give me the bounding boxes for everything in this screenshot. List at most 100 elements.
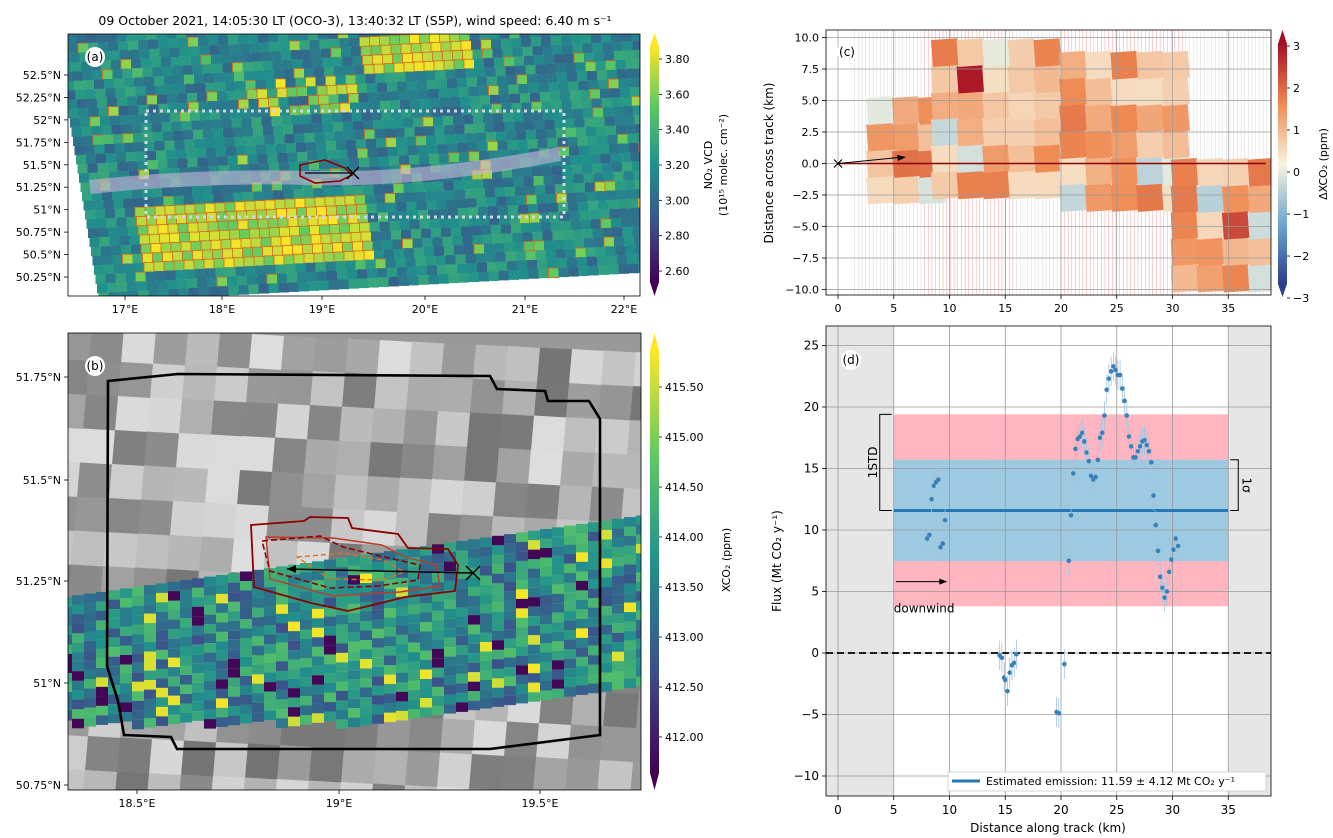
xco2-cell	[420, 546, 432, 556]
xco2-cell	[156, 678, 168, 688]
no2-cell	[172, 65, 183, 76]
no2-cell	[498, 270, 509, 281]
no2-cell	[155, 85, 166, 96]
no2-cell	[75, 89, 86, 100]
no2-cell	[128, 105, 139, 116]
no2-cell	[397, 81, 408, 92]
xco2-cell	[600, 568, 612, 578]
background-tile	[469, 754, 505, 790]
xco2-cell	[624, 536, 636, 546]
xco2-cell	[528, 568, 540, 579]
background-tile	[496, 448, 532, 485]
no2-cell	[461, 226, 472, 237]
xco2-cell	[96, 620, 108, 630]
no2-cell	[235, 266, 246, 277]
xco2-cell	[528, 578, 540, 588]
no2-cell	[608, 264, 619, 275]
no2-cell	[378, 212, 389, 223]
no2-cell	[195, 83, 206, 93]
flux-point	[1070, 471, 1076, 476]
xco2-cell	[600, 663, 612, 673]
no2-cell	[91, 246, 102, 257]
flux-point	[927, 532, 932, 538]
no2-cell	[169, 232, 181, 244]
xco2-cell	[300, 667, 312, 677]
flux-point	[1122, 398, 1127, 404]
xco2-cell	[540, 614, 552, 624]
no2-cell	[572, 43, 583, 54]
no2-cell	[588, 80, 599, 90]
no2-cell	[326, 205, 338, 217]
no2-cell	[246, 145, 257, 156]
background-tile	[339, 406, 375, 444]
no2-cell	[287, 273, 298, 283]
xco2-cell	[240, 676, 252, 686]
no2-cell	[415, 71, 426, 81]
xco2-cell	[516, 551, 528, 561]
dxco2-cell	[982, 64, 1011, 94]
no2-cell	[196, 148, 207, 158]
xco2-cell	[588, 636, 600, 646]
no2-cell	[187, 157, 198, 168]
xco2-cell	[300, 696, 312, 706]
xco2-cell	[372, 600, 384, 610]
background-tile	[597, 760, 633, 790]
no2-cell	[130, 114, 141, 125]
xco2-cell	[348, 584, 360, 595]
no2-cell	[243, 256, 255, 267]
dxco2-cell	[1110, 77, 1139, 107]
no2-cell	[150, 113, 161, 124]
no2-cell	[85, 210, 96, 220]
xco2-cell	[264, 606, 276, 616]
no2-cell	[178, 288, 189, 296]
xco2-cell	[312, 608, 324, 619]
xco2-cell	[228, 706, 240, 716]
no2-cell	[252, 61, 263, 72]
no2-cell	[261, 51, 272, 62]
no2-cell	[491, 39, 502, 49]
xco2-cell	[120, 598, 132, 608]
xco2-cell	[576, 571, 588, 581]
panel-c-ytick-label: −2.5	[792, 189, 819, 202]
no2-cell	[359, 157, 370, 168]
xco2-cell	[336, 643, 348, 653]
no2-cell	[115, 273, 126, 283]
no2-cell	[488, 85, 500, 96]
no2-cell	[266, 144, 277, 154]
no2-cell	[363, 185, 374, 195]
no2-cell	[600, 153, 611, 164]
xco2-cell	[68, 654, 72, 664]
xco2-cell	[492, 659, 504, 669]
no2-cell	[292, 244, 304, 256]
xco2-cell	[480, 680, 492, 690]
no2-cell	[462, 49, 474, 61]
xco2-cell	[180, 656, 192, 666]
no2-cell	[450, 40, 462, 52]
no2-cell	[432, 51, 444, 62]
xco2-cell	[492, 687, 504, 698]
no2-cell	[575, 62, 586, 72]
xco2-cell	[336, 681, 348, 691]
no2-cell	[315, 262, 326, 272]
no2-cell	[224, 72, 235, 82]
no2-cell	[544, 54, 555, 65]
no2-cell	[466, 133, 477, 143]
no2-cell	[625, 245, 636, 255]
xco2-cell	[228, 630, 240, 640]
xco2-cell	[420, 631, 432, 641]
no2-cell	[80, 117, 91, 128]
xco2-cell	[336, 662, 348, 672]
panel-d-xtick-label: 20	[1053, 803, 1068, 817]
no2-cell	[334, 131, 345, 141]
xco2-cell	[348, 708, 360, 718]
no2-cell	[145, 271, 156, 282]
panel-c-xtick-label: 10	[943, 302, 957, 315]
no2-cell	[599, 209, 610, 220]
no2-cell	[365, 259, 376, 270]
xco2-cell	[480, 537, 492, 547]
no2-cell	[512, 232, 523, 243]
no2-cell	[240, 108, 251, 119]
no2-cell	[328, 34, 339, 40]
xco2-cell	[456, 540, 468, 551]
no2-cell	[173, 195, 184, 206]
